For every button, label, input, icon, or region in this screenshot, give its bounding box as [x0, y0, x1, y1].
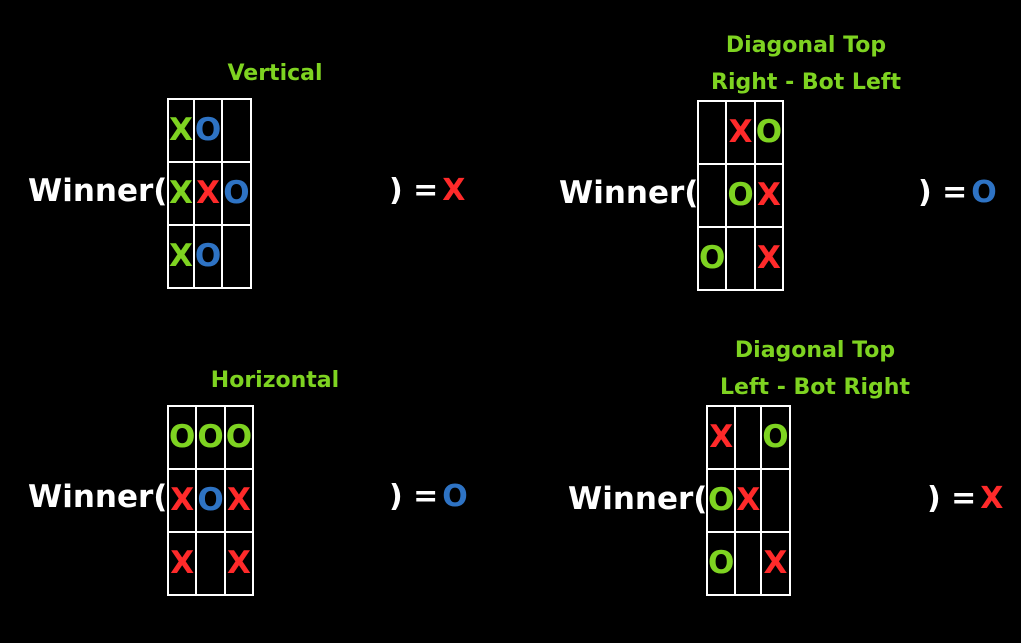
result-value: O — [442, 479, 468, 514]
board-cell: X — [167, 161, 195, 226]
board-row: X O — [705, 405, 791, 470]
board-cell: O — [192, 98, 224, 163]
board-cell: O — [696, 226, 728, 291]
result-expression: ) = O — [389, 477, 468, 517]
board-cell: X — [223, 468, 255, 533]
board-cell — [725, 226, 756, 291]
board-row: X O — [167, 224, 252, 289]
board-row: O X — [696, 163, 785, 228]
board-cell — [221, 224, 252, 289]
board-cell: X — [167, 224, 195, 289]
board-cell — [195, 531, 226, 596]
result-expression: ) = X — [389, 171, 465, 211]
board-row: O X — [696, 226, 785, 291]
winner-function-label: Winner( — [28, 479, 168, 515]
board-cell: X — [223, 531, 255, 596]
board-cell: O — [166, 405, 198, 470]
result-value: X — [980, 481, 1004, 516]
board-cell — [696, 100, 728, 165]
board-cell: O — [221, 161, 252, 226]
board-cell: X — [166, 531, 198, 596]
board-cell: O — [705, 468, 737, 533]
board-cell — [734, 405, 763, 470]
title-line: Diagonal Top — [725, 33, 887, 58]
board-cell: O — [195, 405, 226, 470]
result-equals: ) = — [918, 175, 968, 210]
title-line: Diagonal Top — [734, 338, 896, 363]
board-cell: O — [760, 405, 791, 470]
tic-tac-toe-board: O O O X O X X X — [166, 405, 255, 596]
board-cell: O — [195, 468, 226, 533]
board-cell: O — [705, 531, 737, 596]
board-cell: X — [753, 226, 785, 291]
board-row: X X O — [167, 161, 252, 226]
winner-function-label: Winner( — [568, 481, 708, 517]
tic-tac-toe-board: X O O X O X — [705, 405, 791, 596]
board-row: X O X — [166, 468, 255, 533]
panel-title: Vertical — [170, 55, 380, 92]
board-row: O X — [705, 531, 791, 596]
board-row: O O O — [166, 405, 255, 470]
title-line: Horizontal — [210, 368, 340, 393]
board-row: X X — [166, 531, 255, 596]
title-line: Right - Bot Left — [711, 70, 901, 95]
title-line: Left - Bot Right — [720, 375, 910, 400]
result-equals: ) = — [389, 173, 439, 208]
board-cell: X — [725, 100, 756, 165]
board-row: O X — [705, 468, 791, 533]
panel-title: Diagonal Top Right - Bot Left — [696, 27, 916, 101]
board-cell: O — [192, 224, 224, 289]
board-cell: O — [725, 163, 756, 228]
board-cell — [221, 98, 252, 163]
board-cell: O — [223, 405, 255, 470]
panel-title: Horizontal — [168, 362, 382, 399]
winner-function-label: Winner( — [28, 173, 168, 209]
result-equals: ) = — [927, 481, 977, 516]
panel-title: Diagonal Top Left - Bot Right — [705, 332, 925, 406]
result-expression: ) = X — [927, 479, 1003, 519]
board-cell: X — [705, 405, 737, 470]
board-cell: X — [734, 468, 763, 533]
board-cell: O — [753, 100, 785, 165]
result-expression: ) = O — [918, 173, 997, 213]
board-cell — [760, 468, 791, 533]
result-value: O — [971, 175, 997, 210]
winner-function-label: Winner( — [559, 175, 699, 211]
board-row: X O — [167, 98, 252, 163]
title-line: Vertical — [227, 61, 323, 86]
board-cell: X — [760, 531, 791, 596]
board-cell: X — [192, 161, 224, 226]
result-equals: ) = — [389, 479, 439, 514]
tic-tac-toe-board: X O O X O X — [696, 100, 785, 291]
board-cell — [734, 531, 763, 596]
board-cell: X — [167, 98, 195, 163]
board-cell — [696, 163, 728, 228]
board-row: X O — [696, 100, 785, 165]
board-cell: X — [166, 468, 198, 533]
board-cell: X — [753, 163, 785, 228]
result-value: X — [442, 173, 466, 208]
tic-tac-toe-board: X O X X O X O — [167, 98, 252, 289]
